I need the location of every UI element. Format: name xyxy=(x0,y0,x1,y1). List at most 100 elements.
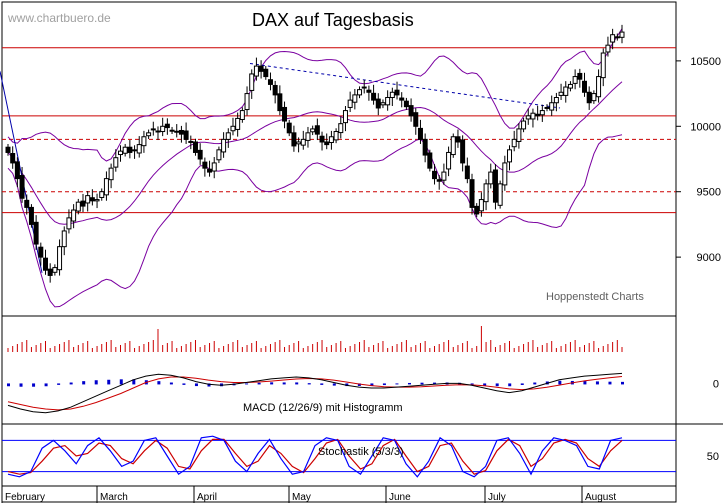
candle-body xyxy=(28,206,34,225)
macd-line xyxy=(7,372,623,414)
candle-body xyxy=(338,123,344,134)
candle-body xyxy=(596,76,602,98)
candle-body xyxy=(164,123,170,129)
month-axis: February March April May June July August xyxy=(1,486,616,503)
macd-histogram-bar xyxy=(357,383,361,386)
macd-histogram-bar xyxy=(595,381,599,385)
candle-body xyxy=(582,80,588,93)
candle-body xyxy=(441,171,447,181)
price-tick-label: 9500 xyxy=(697,187,721,199)
candle-body xyxy=(19,174,25,199)
candle-body xyxy=(417,127,423,140)
candle-body xyxy=(113,157,119,168)
candle-body xyxy=(324,141,330,146)
macd-histogram-bar xyxy=(370,383,374,386)
candle-body xyxy=(178,129,184,135)
price-tick-label: 10000 xyxy=(690,121,721,133)
month-label-may: May xyxy=(292,492,311,503)
candle-body xyxy=(225,132,231,140)
macd-histogram-bar xyxy=(119,379,123,385)
candle-body xyxy=(422,138,428,156)
candle-body xyxy=(267,79,273,85)
candle-body xyxy=(89,197,95,202)
bollinger-upper xyxy=(7,28,623,162)
macd-histogram-bar xyxy=(558,380,562,385)
macd-histogram-bar xyxy=(533,382,537,385)
macd-histogram-bar xyxy=(169,382,173,385)
candle-body xyxy=(277,93,283,112)
candle-body xyxy=(291,132,297,147)
candle-body xyxy=(352,94,358,103)
candle-body xyxy=(567,83,573,89)
candle-body xyxy=(33,221,39,245)
macd-histogram-bar xyxy=(7,383,10,387)
candle-body xyxy=(57,246,63,271)
macd-histogram-bar xyxy=(182,383,186,385)
macd-histogram-bar xyxy=(107,379,111,385)
stoch-d-line xyxy=(7,438,623,475)
macd-histogram-bar xyxy=(94,380,98,385)
price-tick-label: 9000 xyxy=(697,252,721,264)
macd-histogram-bar xyxy=(520,383,524,385)
candle-body xyxy=(549,102,555,111)
candle-body xyxy=(85,195,91,204)
candle-body xyxy=(136,144,142,154)
candle-body xyxy=(249,73,255,91)
candle-body xyxy=(347,99,353,108)
candle-body xyxy=(10,153,16,164)
candle-body xyxy=(525,115,531,120)
month-label-august: August xyxy=(585,492,616,503)
candle-body xyxy=(488,171,494,185)
watermark: www.chartbuero.de xyxy=(7,11,111,25)
candle-body xyxy=(42,257,48,271)
stochastic-label: Stochastik (5/3/3) xyxy=(318,446,404,458)
candle-body xyxy=(558,91,564,96)
candle-body xyxy=(99,191,105,198)
candle-body xyxy=(146,132,152,137)
candle-body xyxy=(521,120,527,130)
macd-histogram-bar xyxy=(270,382,274,385)
candle-body xyxy=(117,150,123,156)
macd-histogram-bar xyxy=(194,383,198,387)
macd-histogram-bar xyxy=(345,383,349,387)
candle-body xyxy=(188,140,194,143)
macd-histogram-bar xyxy=(307,383,311,385)
candle-body xyxy=(132,149,138,152)
month-label-march: March xyxy=(100,492,128,503)
candle-body xyxy=(380,102,386,106)
macd-histogram-bar xyxy=(621,381,624,385)
candle-body xyxy=(239,110,245,120)
macd-histogram-bar xyxy=(157,381,161,385)
macd-panel: 0 xyxy=(7,326,719,414)
candle-body xyxy=(122,146,128,154)
candle-body xyxy=(282,106,288,122)
macd-histogram-bar xyxy=(44,383,48,387)
candle-body xyxy=(5,146,11,153)
candle-body xyxy=(141,136,147,147)
candle-body xyxy=(24,199,30,208)
candle-body xyxy=(103,178,109,196)
candle-body xyxy=(174,130,180,133)
candle-body xyxy=(244,93,250,111)
candle-body xyxy=(300,138,306,146)
candle-body xyxy=(483,183,489,203)
candle-body xyxy=(230,125,236,132)
macd-histogram-bar xyxy=(320,383,324,385)
candle-body xyxy=(66,217,72,230)
candle-body xyxy=(610,34,616,43)
candle-body xyxy=(342,110,348,124)
stochastic-panel: 50 xyxy=(2,435,719,478)
macd-histogram-bar xyxy=(332,383,336,386)
candle-body xyxy=(469,179,475,208)
macd-histogram-bar xyxy=(470,383,474,385)
candle-body xyxy=(150,128,156,131)
candle-body xyxy=(361,86,367,89)
candle-body xyxy=(366,89,372,93)
month-label-july: July xyxy=(488,492,506,503)
candle-body xyxy=(183,130,189,140)
candle-body xyxy=(614,36,620,39)
candle-body xyxy=(399,97,405,101)
candle-body xyxy=(155,130,161,133)
